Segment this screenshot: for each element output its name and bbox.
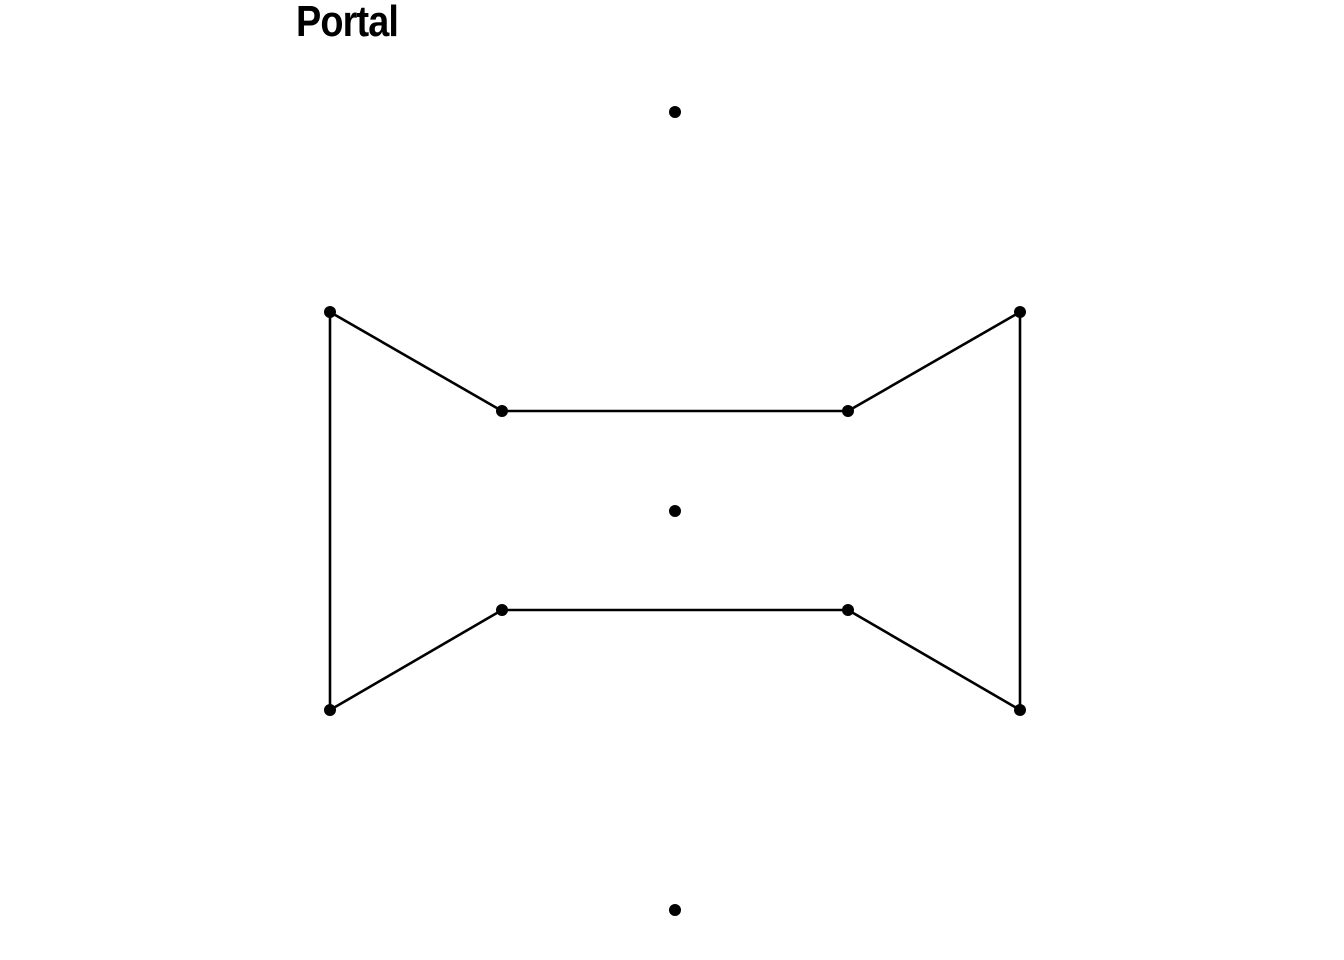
node-n1 (669, 106, 681, 118)
edge-n8-n7 (328, 608, 504, 712)
node-n10 (1014, 704, 1026, 716)
node-n2 (324, 306, 336, 318)
node-n4 (842, 405, 854, 417)
edge-n10-n9 (846, 608, 1022, 712)
node-n3 (496, 405, 508, 417)
edge-n2-n3 (328, 310, 504, 413)
node-n5 (1014, 306, 1026, 318)
node-layer (324, 106, 1026, 916)
diagram-title: Portal (296, 0, 399, 46)
node-n8 (496, 604, 508, 616)
edge-layer (328, 310, 1022, 712)
edge-n4-n5 (846, 310, 1022, 413)
node-n7 (324, 704, 336, 716)
node-n9 (842, 604, 854, 616)
node-n6 (669, 505, 681, 517)
node-n11 (669, 904, 681, 916)
